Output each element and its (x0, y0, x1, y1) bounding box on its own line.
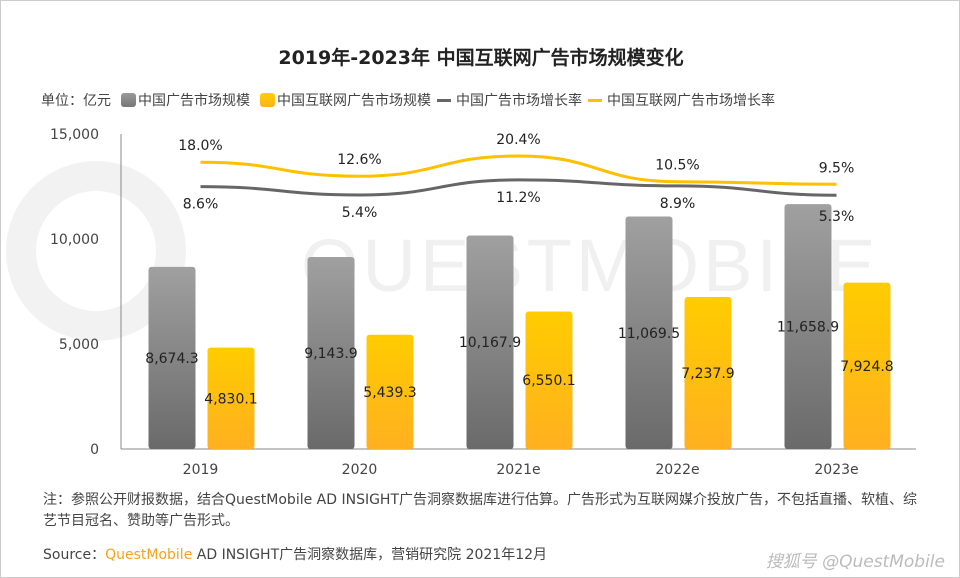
bar-internet (843, 282, 891, 449)
legend-label: 中国广告市场规模 (138, 93, 250, 109)
bar-data-label: 7,237.9 (681, 366, 734, 382)
growth-data-label: 11.2% (496, 190, 540, 206)
bar-data-label: 6,550.1 (522, 373, 575, 389)
unit-label: 单位：亿元 (41, 93, 111, 109)
growth-data-label: 9.5% (819, 160, 855, 176)
growth-data-label: 20.4% (496, 132, 540, 148)
source-label: Source： (43, 547, 106, 563)
y-tick-label: 10,000 (50, 232, 99, 248)
footnote: 注：参照公开财报数据，结合QuestMobile AD INSIGHT广告洞察数… (43, 492, 918, 529)
growth-data-label: 8.9% (660, 196, 696, 212)
bar-internet (525, 311, 573, 449)
legend-swatch-yellow (260, 93, 275, 107)
growth-line-total (200, 178, 837, 197)
watermark-logo (6, 161, 186, 341)
legend-line-gray (437, 98, 451, 102)
bar-data-label: 4,830.1 (204, 391, 257, 407)
bar-internet (366, 334, 414, 449)
bar-total (466, 235, 514, 449)
bar-total (148, 266, 196, 449)
bar-data-label: 10,167.9 (459, 335, 521, 351)
y-tick-label: 15,000 (50, 127, 99, 143)
bar-internet (684, 297, 732, 449)
bar-data-label: 7,924.8 (840, 359, 893, 375)
bar-data-label: 5,439.3 (363, 385, 416, 401)
y-tick-label: 5,000 (59, 337, 99, 353)
y-tick-label: 0 (90, 442, 99, 458)
growth-data-label: 12.6% (337, 152, 381, 168)
background-watermark: QUESTMOBILE (301, 224, 880, 307)
bar-data-label: 11,658.9 (777, 320, 839, 336)
bar-total (625, 216, 673, 449)
bar-total (784, 204, 832, 449)
x-tick-label: 2021e (496, 462, 540, 478)
source-text: AD INSIGHT广告洞察数据库，营销研究院 2021年12月 (192, 547, 548, 563)
growth-data-label: 8.6% (183, 197, 219, 213)
legend-line-yellow (588, 98, 602, 102)
legend-swatch-gray (121, 93, 136, 107)
source-line: Source：QuestMobile AD INSIGHT广告洞察数据库，营销研… (43, 544, 547, 564)
growth-line-internet (200, 154, 837, 186)
growth-data-label: 18.0% (178, 138, 222, 154)
x-tick-label: 2022e (655, 462, 699, 478)
x-tick-label: 2019 (183, 462, 219, 478)
growth-data-label: 5.4% (342, 205, 378, 221)
growth-data-label: 10.5% (655, 158, 699, 174)
chart-title: 2019年-2023年 中国互联网广告市场规模变化 (278, 47, 684, 69)
growth-data-label: 5.3% (819, 209, 855, 225)
source-brand: QuestMobile (105, 547, 193, 563)
bar-data-label: 8,674.3 (145, 351, 198, 367)
bar-data-label: 9,143.9 (304, 346, 357, 362)
x-tick-label: 2023e (814, 462, 858, 478)
legend-label: 中国广告市场增长率 (456, 93, 582, 109)
legend: 单位：亿元 中国广告市场规模 中国互联网广告市场规模 中国广告市场增长率 中国互… (41, 90, 775, 110)
bar-total (307, 256, 355, 449)
legend-label: 中国互联网广告市场增长率 (607, 93, 775, 109)
x-tick-label: 2020 (342, 462, 378, 478)
watermark: 搜狐号 @QuestMobile (765, 552, 945, 572)
bar-internet (207, 347, 255, 449)
bar-data-label: 11,069.5 (618, 326, 680, 342)
legend-label: 中国互联网广告市场规模 (277, 93, 431, 109)
